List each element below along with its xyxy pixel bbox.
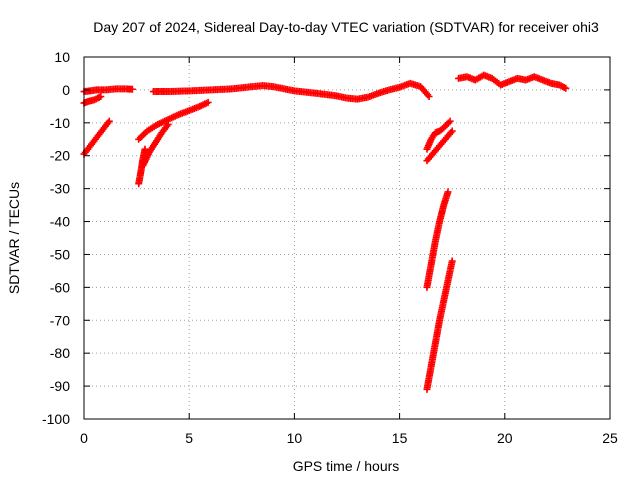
data-point-marker bbox=[128, 85, 136, 93]
y-axis-label: SDTVAR / TECUs bbox=[6, 182, 22, 294]
data-point-marker bbox=[105, 117, 113, 125]
data-layer bbox=[80, 71, 570, 393]
y-tick-label: -90 bbox=[50, 378, 70, 394]
y-tick-label: -50 bbox=[50, 246, 70, 262]
y-tick-label: -30 bbox=[50, 181, 70, 197]
y-tick-label: 10 bbox=[54, 49, 70, 65]
y-tick-label: -10 bbox=[50, 115, 70, 131]
tick-layer: 0 5 10 15 20 25 10 0 -10 -20 -30 -40 -50 -60 -70 -80 -90… bbox=[42, 49, 618, 446]
data-point-marker bbox=[425, 92, 433, 100]
series-late-arc bbox=[455, 71, 570, 92]
x-axis-label: GPS time / hours bbox=[293, 458, 400, 474]
x-tick-label: 10 bbox=[287, 430, 303, 446]
x-tick-label: 0 bbox=[80, 430, 88, 446]
series-ramp-2 bbox=[135, 98, 212, 143]
grid-layer bbox=[84, 57, 610, 419]
chart-title: Day 207 of 2024, Sidereal Day-to-day VTE… bbox=[93, 19, 599, 35]
series-late-upper bbox=[423, 117, 454, 153]
x-tick-label: 5 bbox=[185, 430, 193, 446]
x-tick-label: 25 bbox=[602, 430, 618, 446]
series-ramp-1 bbox=[80, 117, 113, 158]
series-steep-1 bbox=[423, 188, 452, 291]
y-tick-label: -80 bbox=[50, 345, 70, 361]
data-point-marker bbox=[204, 98, 212, 106]
series-late-lower bbox=[423, 127, 456, 165]
series-steep-2 bbox=[423, 257, 456, 393]
series-ramp-3 bbox=[139, 120, 172, 170]
plot-frame bbox=[83, 56, 611, 420]
x-tick-label: 15 bbox=[392, 430, 408, 446]
series-flat-early bbox=[80, 85, 136, 96]
x-tick-label: 20 bbox=[497, 430, 513, 446]
y-tick-label: -100 bbox=[42, 411, 70, 427]
data-point-marker bbox=[164, 120, 172, 128]
y-tick-label: -40 bbox=[50, 214, 70, 230]
y-tick-label: 0 bbox=[62, 82, 70, 98]
data-point-marker bbox=[448, 127, 456, 135]
data-point-marker bbox=[562, 84, 570, 92]
data-point-marker bbox=[444, 188, 452, 196]
series-main-arc bbox=[149, 79, 433, 103]
y-tick-label: -20 bbox=[50, 148, 70, 164]
data-point-marker bbox=[446, 117, 454, 125]
data-point-marker bbox=[97, 92, 105, 100]
data-point-marker bbox=[448, 257, 456, 265]
data-point-marker bbox=[141, 145, 149, 153]
y-tick-label: -60 bbox=[50, 279, 70, 295]
y-tick-label: -70 bbox=[50, 312, 70, 328]
